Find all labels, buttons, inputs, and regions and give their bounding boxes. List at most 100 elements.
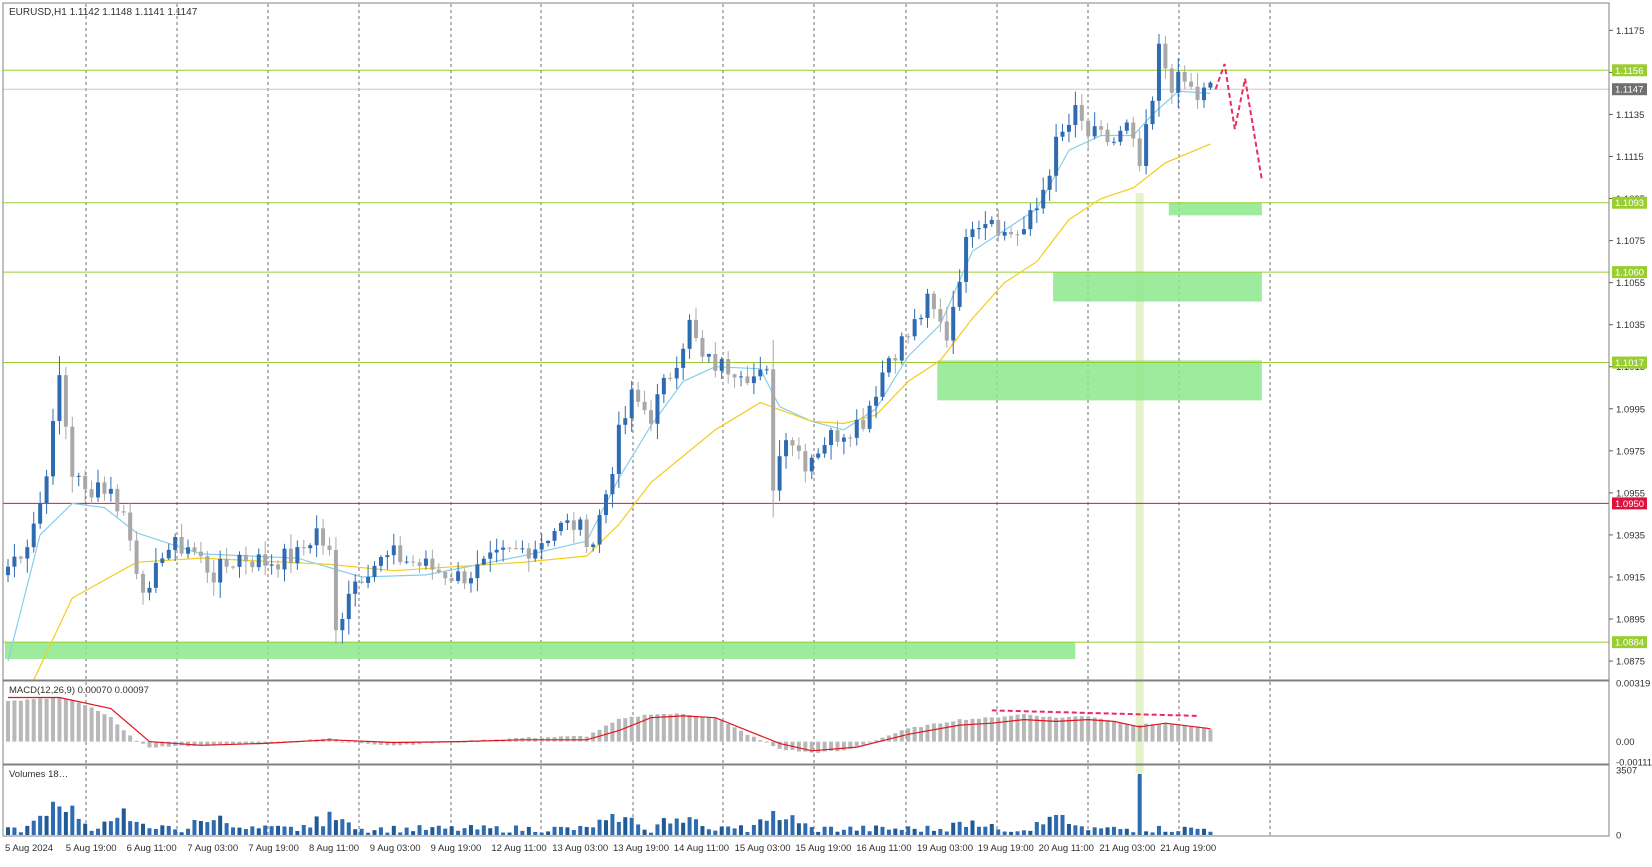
volume-bar-151 <box>976 826 981 835</box>
volume-bar-59 <box>385 832 390 835</box>
volume-bar-20 <box>134 821 139 835</box>
candle-body-146 <box>944 321 949 341</box>
time-label-10: 13 Aug 19:00 <box>613 843 669 854</box>
volume-bar-3 <box>25 825 30 835</box>
candle-body-168 <box>1086 120 1091 137</box>
candle-body-115 <box>745 376 750 384</box>
volume-tick-label-0: 3507 <box>1616 766 1637 777</box>
candle-body-181 <box>1169 68 1174 93</box>
candle-body-77 <box>501 547 506 550</box>
support-zone-1 <box>1053 272 1262 302</box>
macd-bar-0 <box>6 700 10 742</box>
macd-bar-180 <box>1163 723 1168 742</box>
candle-body-141 <box>912 319 917 337</box>
volume-bar-133 <box>861 825 866 835</box>
volume-bar-132 <box>854 830 859 835</box>
candle-body-150 <box>970 229 975 238</box>
candle-body-14 <box>96 482 101 498</box>
volume-bar-169 <box>1092 827 1097 835</box>
volume-bar-72 <box>468 825 473 835</box>
volume-bar-46 <box>301 824 306 835</box>
volume-bar-185 <box>1195 828 1200 835</box>
macd-bar-107 <box>694 716 699 742</box>
macd-bar-111 <box>719 720 724 742</box>
volume-bar-6 <box>44 815 49 835</box>
macd-bar-5 <box>38 698 43 742</box>
macd-bar-62 <box>404 741 409 745</box>
candle-body-58 <box>378 557 383 566</box>
macd-bar-163 <box>1054 717 1059 742</box>
volume-bar-30 <box>198 821 203 835</box>
candle-body-21 <box>141 573 146 593</box>
volume-bar-114 <box>739 825 744 835</box>
macd-bar-155 <box>1002 716 1007 742</box>
candle-body-91 <box>591 544 596 548</box>
candle-body-18 <box>121 511 126 513</box>
volume-bar-118 <box>764 820 769 835</box>
volume-bar-61 <box>398 832 403 835</box>
candle-body-72 <box>468 578 473 584</box>
macd-bar-176 <box>1137 725 1142 742</box>
volume-bar-131 <box>848 826 853 835</box>
volume-bar-38 <box>250 826 255 835</box>
candle-body-109 <box>706 353 711 357</box>
candle-body-48 <box>314 528 319 546</box>
macd-bar-141 <box>912 726 917 742</box>
volume-bar-96 <box>623 817 628 835</box>
candle-body-142 <box>919 317 924 320</box>
price-tick-label-12: 1.0935 <box>1616 530 1645 541</box>
candle-body-23 <box>153 562 158 588</box>
volume-bar-23 <box>153 828 158 835</box>
candle-body-44 <box>288 548 293 564</box>
volume-bar-104 <box>674 818 679 835</box>
volume-bar-177 <box>1144 831 1149 835</box>
time-label-4: 7 Aug 19:00 <box>248 843 299 854</box>
time-label-9: 13 Aug 03:00 <box>552 843 608 854</box>
macd-bar-178 <box>1150 724 1155 742</box>
macd-bar-124 <box>803 741 808 752</box>
price-label-text-3: 1.1060 <box>1615 268 1644 279</box>
macd-signal-line <box>8 696 1211 752</box>
candle-body-3 <box>25 547 30 559</box>
candle-body-130 <box>841 437 846 442</box>
candle-body-6 <box>44 476 49 504</box>
candle-body-173 <box>1118 130 1123 142</box>
volume-bar-107 <box>694 819 699 835</box>
volume-bar-95 <box>616 821 621 835</box>
volume-bar-14 <box>96 828 101 835</box>
price-label-text-2: 1.1093 <box>1615 198 1644 209</box>
macd-bar-32 <box>211 741 216 746</box>
macd-bar-91 <box>591 732 596 742</box>
time-label-6: 9 Aug 03:00 <box>370 843 421 854</box>
volume-bar-74 <box>481 825 486 835</box>
volume-bar-153 <box>989 823 994 835</box>
volume-bar-163 <box>1054 814 1059 835</box>
volume-bar-54 <box>353 829 358 835</box>
candle-body-166 <box>1073 105 1078 125</box>
macd-bar-121 <box>784 741 789 751</box>
macd-bar-187 <box>1208 729 1213 742</box>
macd-bar-99 <box>642 714 647 742</box>
volume-bar-128 <box>829 826 834 835</box>
candle-body-110 <box>713 353 718 371</box>
macd-bar-109 <box>706 717 711 742</box>
volume-bar-142 <box>919 831 924 835</box>
macd-bar-64 <box>417 741 422 745</box>
time-label-18: 21 Aug 03:00 <box>1099 843 1155 854</box>
macd-bar-52 <box>340 741 345 743</box>
volume-bar-52 <box>340 819 345 835</box>
time-label-7: 9 Aug 19:00 <box>431 843 482 854</box>
macd-bar-6 <box>44 698 49 742</box>
volume-bar-179 <box>1156 825 1161 835</box>
volume-bar-21 <box>141 823 146 835</box>
candle-body-0 <box>6 566 10 576</box>
candle-layer <box>6 33 1213 645</box>
candle-body-126 <box>816 453 821 458</box>
macd-bar-59 <box>385 741 390 746</box>
volume-bar-93 <box>603 820 608 835</box>
volume-bar-99 <box>642 829 647 835</box>
volume-bar-51 <box>333 820 338 835</box>
volume-bar-27 <box>179 832 184 835</box>
